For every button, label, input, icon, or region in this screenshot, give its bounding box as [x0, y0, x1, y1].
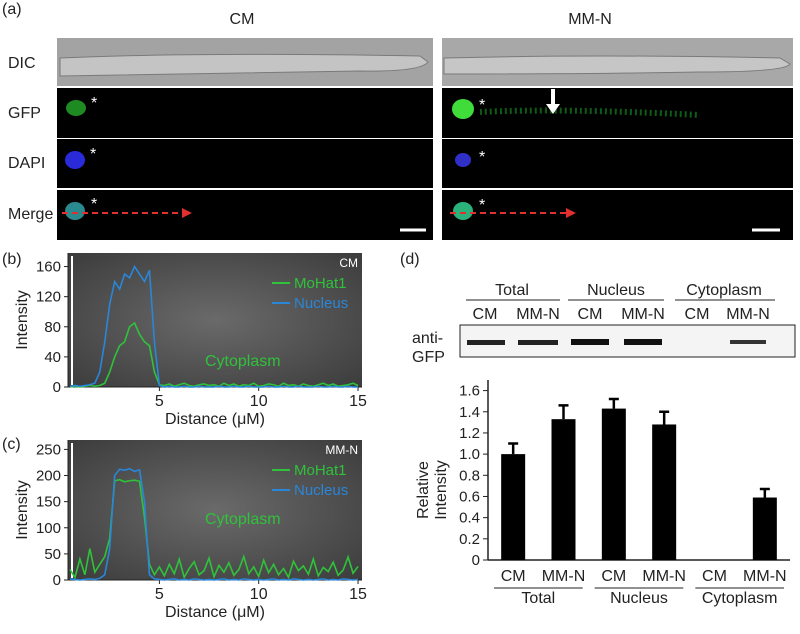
y-tick-label: 160 — [36, 259, 61, 276]
marker: * — [91, 196, 97, 213]
y-tick-label: 1.0 — [459, 446, 480, 463]
x-tick-label: MM-N — [642, 568, 686, 585]
row-label: GFP — [8, 105, 41, 122]
bar — [652, 424, 677, 560]
x-tick-label: 15 — [349, 393, 367, 410]
y-tick-label: 100 — [36, 520, 61, 537]
data-line — [69, 467, 359, 581]
x-tick-label: CM — [501, 568, 526, 585]
y-tick-label: 50 — [44, 546, 61, 563]
legend-label: MoHat1 — [294, 275, 347, 292]
data-line — [69, 321, 359, 388]
x-tick-label: CM — [702, 568, 727, 585]
x-tick-label: 10 — [250, 586, 268, 603]
y-tick-label: 0.4 — [459, 510, 480, 527]
x-tick-label: MM-N — [542, 568, 586, 585]
group-label: Cytoplasm — [702, 590, 778, 607]
column-title: CM — [230, 11, 255, 28]
error-bar — [659, 410, 670, 425]
annotation: Cytoplasm — [205, 353, 281, 370]
group-label: Nucleus — [610, 590, 668, 607]
legend-label: MoHat1 — [294, 462, 347, 479]
bar — [551, 419, 576, 560]
y-tick-label: 1.2 — [459, 425, 480, 442]
corner-label: CM — [339, 256, 358, 270]
row-label: DAPI — [8, 155, 45, 172]
error-bar — [759, 487, 770, 498]
y-tick-label: 200 — [36, 468, 61, 485]
y-axis-label: Intensity — [433, 460, 450, 520]
y-tick-label: 150 — [36, 494, 61, 511]
data-line — [69, 264, 359, 388]
antibody: anti- — [412, 330, 443, 347]
marker: * — [479, 197, 485, 214]
blot-lane: CM — [685, 306, 710, 323]
column-title: MM-N — [568, 11, 612, 28]
y-tick-label: 0.2 — [459, 531, 480, 548]
blot-lane: MM-N — [726, 306, 770, 323]
group-label: Total — [521, 590, 555, 607]
y-axis-label: Intensity — [14, 290, 31, 350]
plot-background — [68, 253, 362, 387]
blot-lane: CM — [578, 306, 603, 323]
y-axis-label: Relative — [415, 461, 432, 519]
row-label: Merge — [8, 206, 53, 223]
western-blot — [459, 299, 796, 358]
panel-label: (a) — [2, 1, 22, 18]
y-tick-label: 0.8 — [459, 467, 480, 484]
panel-label: (c) — [2, 436, 21, 453]
blot-lane: MM-N — [516, 306, 560, 323]
y-tick-label: 0.6 — [459, 488, 480, 505]
y-tick-label: 1.6 — [459, 383, 480, 400]
blot-lane: MM-N — [621, 306, 665, 323]
panel-label: (d) — [400, 251, 420, 268]
marker: * — [91, 95, 97, 112]
error-bar — [558, 404, 569, 420]
plot-background — [68, 440, 362, 580]
x-axis-label: Distance (μM) — [165, 411, 265, 428]
marker: * — [479, 149, 485, 166]
legend-label: Nucleus — [294, 295, 348, 312]
y-tick-label: 1.4 — [459, 404, 480, 421]
panel-label: (b) — [2, 251, 22, 268]
row-label: DIC — [8, 55, 36, 72]
x-axis-label: Distance (μM) — [165, 604, 265, 621]
blot-group: Total — [495, 282, 529, 299]
x-tick-label: 5 — [155, 393, 164, 410]
y-tick-label: 0 — [472, 552, 480, 569]
x-tick-label: 10 — [250, 393, 268, 410]
error-bar — [508, 442, 519, 455]
y-tick-label: 80 — [44, 319, 61, 336]
blot-group: Cytoplasm — [686, 282, 762, 299]
y-tick-label: 40 — [44, 349, 61, 366]
y-tick-label: 250 — [36, 441, 61, 458]
bar — [752, 497, 777, 560]
x-tick-label: 5 — [155, 586, 164, 603]
blot-group: Nucleus — [587, 282, 645, 299]
antibody: GFP — [412, 349, 445, 366]
y-axis-label: Intensity — [14, 480, 31, 540]
x-tick-label: MM-N — [743, 568, 787, 585]
marker: * — [90, 146, 96, 163]
micrographs — [57, 38, 793, 240]
bar — [601, 408, 626, 560]
bar — [501, 454, 526, 560]
corner-label: MM-N — [325, 443, 358, 457]
error-bar — [608, 397, 619, 409]
data-line — [69, 478, 359, 580]
marker: * — [479, 97, 485, 114]
x-tick-label: 15 — [349, 586, 367, 603]
y-tick-label: 0 — [53, 379, 61, 396]
legend-label: Nucleus — [294, 482, 348, 499]
y-tick-label: 120 — [36, 289, 61, 306]
x-tick-label: CM — [601, 568, 626, 585]
blot-lane: CM — [473, 306, 498, 323]
y-tick-label: 0 — [53, 572, 61, 589]
annotation: Cytoplasm — [205, 511, 281, 528]
